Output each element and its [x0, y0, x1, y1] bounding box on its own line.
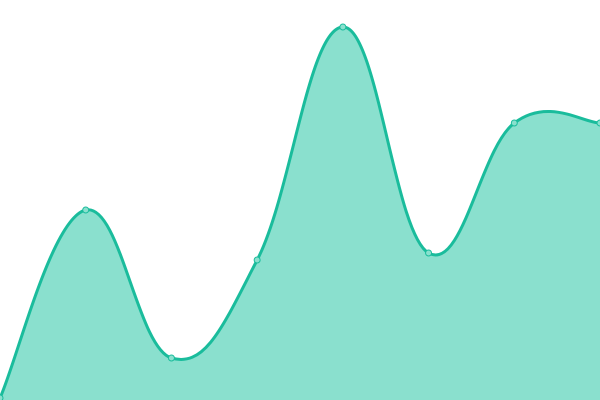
data-point-5 — [425, 249, 433, 257]
data-point-6 — [510, 119, 518, 127]
data-point-1 — [82, 206, 90, 214]
data-point-7 — [596, 119, 600, 127]
series-line — [0, 25, 600, 399]
data-point-3 — [253, 256, 261, 264]
data-point-markers — [0, 23, 600, 400]
data-point-4 — [339, 23, 347, 31]
series-area-fill — [0, 26, 600, 400]
data-point-2 — [167, 354, 175, 362]
data-point-0 — [0, 394, 4, 400]
